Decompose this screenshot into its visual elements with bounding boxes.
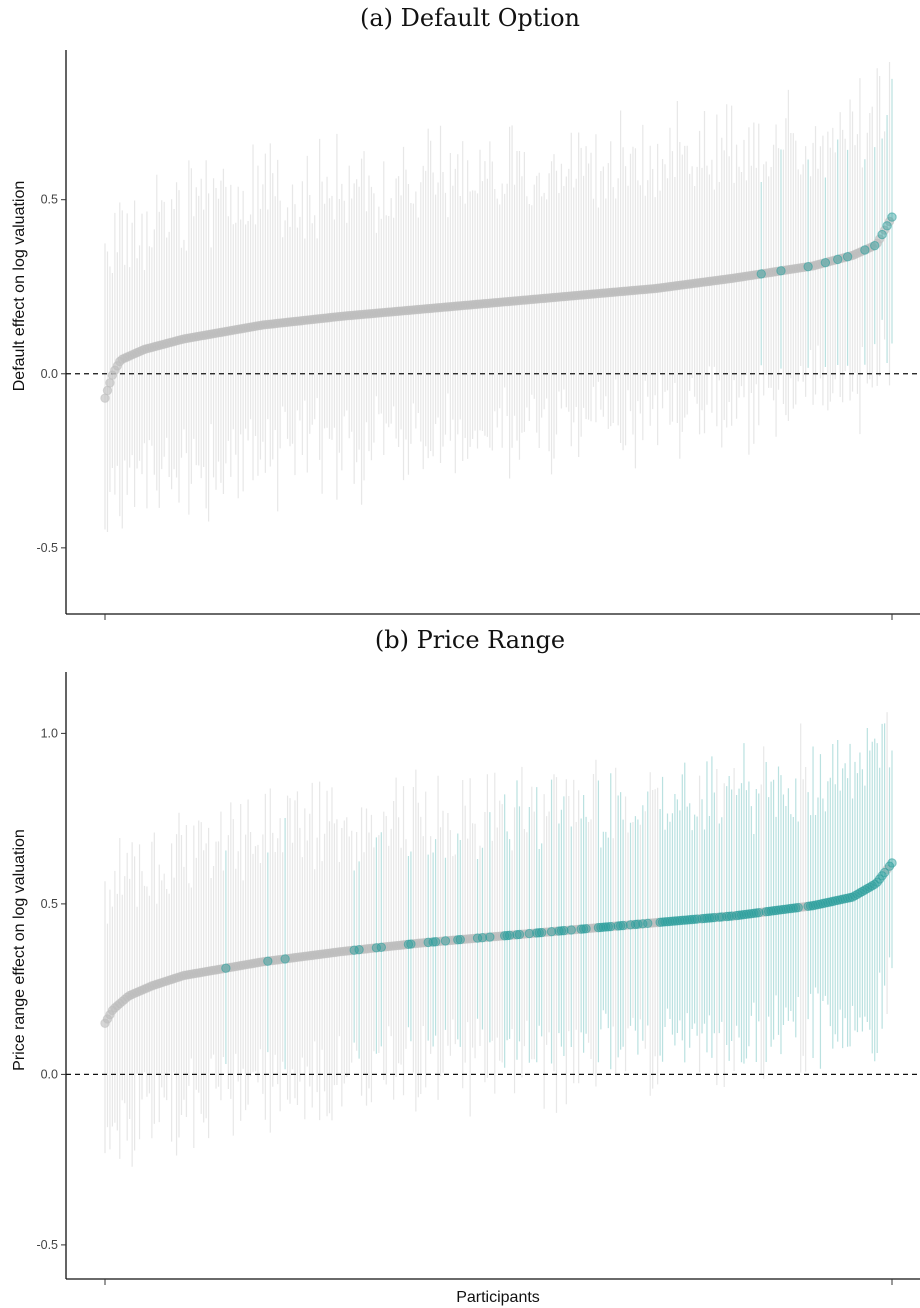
point-estimate <box>870 240 880 251</box>
point-estimate <box>566 925 576 935</box>
point-estimate <box>793 902 803 913</box>
point-estimate <box>842 252 853 262</box>
point-estimate <box>280 954 290 964</box>
point-estimate <box>536 927 547 938</box>
point-estimate <box>887 212 897 222</box>
point-estimate <box>820 257 831 268</box>
point-estimate <box>472 933 483 943</box>
point-estimate <box>524 928 535 939</box>
point-estimate <box>803 261 813 272</box>
y-tick-label: 0.0 <box>41 367 58 381</box>
point-estimate <box>546 926 557 937</box>
point-estimate <box>754 907 764 918</box>
point-estimate <box>726 911 737 921</box>
x-axis-label: Participants <box>456 1289 540 1306</box>
point-estimate <box>625 920 636 930</box>
panel-price-range: (b) Price Range -0.5 0.0 0.5 1.0 Price rang… <box>11 626 920 1306</box>
panel-title: (b) Price Range <box>375 626 565 654</box>
point-estimate <box>877 229 887 240</box>
point-estimate <box>100 393 110 403</box>
point-estimate <box>263 956 273 966</box>
point-estimate <box>882 221 892 231</box>
point-estimate <box>717 912 727 922</box>
point-estimates <box>100 212 897 403</box>
y-tick-label: -0.5 <box>36 541 58 555</box>
confidence-intervals <box>104 61 893 532</box>
point-estimate <box>860 245 870 255</box>
y-tick-label: 0.5 <box>41 193 58 207</box>
y-axis-label: Price range effect on log valuation <box>11 829 28 1071</box>
y-tick-label: 1.0 <box>41 726 58 740</box>
point-estimate <box>423 937 433 948</box>
axes: -0.5 0.0 0.5 <box>36 50 920 620</box>
y-tick-label: 0.0 <box>41 1067 58 1081</box>
point-estimate <box>633 919 643 929</box>
panel-title: (a) Default Option <box>360 4 580 32</box>
axes: -0.5 0.0 0.5 1.0 <box>36 672 920 1285</box>
point-estimate <box>102 385 113 396</box>
point-estimate <box>440 936 451 946</box>
point-estimate <box>833 254 843 265</box>
point-estimate <box>376 942 387 952</box>
point-estimates <box>100 858 897 1028</box>
point-estimate <box>371 943 382 953</box>
point-estimate <box>618 920 628 931</box>
point-estimate <box>514 929 525 940</box>
point-estimate <box>606 921 616 932</box>
point-estimate <box>406 939 416 949</box>
point-estimate <box>756 269 766 279</box>
point-estimate <box>692 914 702 924</box>
point-estimate <box>643 918 653 929</box>
point-estimate <box>709 912 720 923</box>
point-estimate <box>354 944 364 955</box>
y-axis-label: Default effect on log valuation <box>11 181 28 392</box>
point-estimate <box>559 925 569 936</box>
point-estimate <box>349 945 359 955</box>
point-estimate <box>887 858 897 868</box>
point-estimate <box>455 934 465 945</box>
y-tick-label: -0.5 <box>36 1238 58 1252</box>
point-estimate <box>430 937 441 947</box>
point-estimate <box>581 923 591 934</box>
point-estimate <box>485 932 495 942</box>
point-estimate <box>477 932 488 943</box>
point-estimate <box>776 266 786 276</box>
y-tick-label: 0.5 <box>41 897 58 911</box>
point-estimate <box>638 919 648 929</box>
point-estimate <box>504 930 515 941</box>
point-estimate <box>879 867 890 878</box>
point-estimate <box>221 963 231 973</box>
panel-default-option: (a) Default Option -0.5 0.0 0.5 Default ef… <box>11 4 920 620</box>
point-estimate <box>105 378 115 388</box>
